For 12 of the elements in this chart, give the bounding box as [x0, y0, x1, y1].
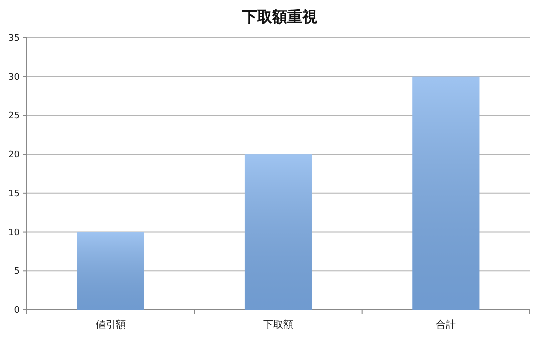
y-tick-label: 35 — [8, 34, 20, 44]
y-tick-label: 15 — [8, 189, 20, 200]
y-tick-label: 0 — [14, 306, 20, 316]
x-tick-label: 値引額 — [96, 319, 126, 331]
y-tick-label: 10 — [8, 228, 20, 238]
chart-title: 下取額重視 — [242, 8, 318, 26]
y-tick-label: 20 — [8, 150, 20, 161]
y-tick-label: 30 — [8, 72, 20, 83]
y-tick-label: 25 — [8, 112, 20, 122]
x-tick-label: 下取額 — [264, 319, 294, 331]
y-tick-label: 5 — [14, 267, 20, 278]
x-tick-label: 合計 — [436, 319, 456, 331]
